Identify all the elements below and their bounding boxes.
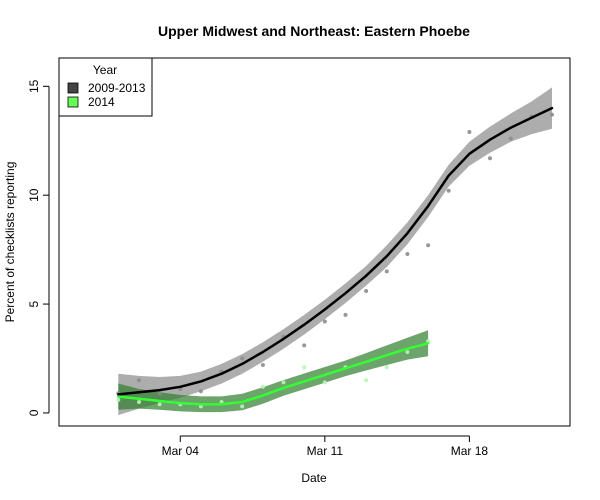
legend-label-2014: 2014 bbox=[88, 95, 115, 109]
data-point-2014 bbox=[302, 365, 307, 370]
data-point-2014 bbox=[364, 378, 369, 383]
plot-frame bbox=[58, 57, 571, 427]
data-point-2014 bbox=[426, 339, 431, 344]
y-tick-label: 5 bbox=[27, 300, 41, 307]
confidence-band-2009-2013 bbox=[118, 87, 553, 416]
y-tick-label: 10 bbox=[27, 188, 41, 202]
data-point-2014 bbox=[322, 380, 327, 385]
data-point-2009-2013 bbox=[157, 391, 162, 396]
data-point-2009-2013 bbox=[426, 243, 431, 248]
x-axis: Mar 04 Mar 11 Mar 18 bbox=[162, 435, 489, 458]
data-point-2014 bbox=[240, 404, 245, 409]
legend-swatch-2009-2013 bbox=[67, 82, 79, 94]
data-point-2009-2013 bbox=[364, 289, 369, 293]
data-point-2009-2013 bbox=[446, 188, 451, 193]
smooth-line-2009-2013 bbox=[117, 106, 554, 396]
data-point-2009-2013 bbox=[198, 389, 203, 394]
data-point-2014 bbox=[137, 400, 141, 404]
data-point-2009-2013 bbox=[508, 136, 513, 141]
data-point-2014 bbox=[116, 397, 121, 402]
data-point-2014 bbox=[405, 350, 410, 354]
confidence-bands bbox=[118, 87, 553, 416]
data-point-2014 bbox=[260, 384, 265, 389]
data-point-2009-2013 bbox=[240, 356, 245, 361]
x-tick-label: Mar 18 bbox=[451, 444, 489, 458]
x-tick-label: Mar 04 bbox=[162, 444, 200, 458]
smooth-line-2014 bbox=[117, 342, 430, 406]
confidence-band-2014 bbox=[118, 330, 429, 413]
legend-swatch-2014 bbox=[67, 96, 79, 108]
legend-title: Year bbox=[93, 63, 117, 77]
x-tick-label: Mar 11 bbox=[307, 444, 344, 458]
data-point-2009-2013 bbox=[384, 269, 389, 274]
data-point-2009-2013 bbox=[322, 319, 327, 324]
data-point-2009-2013 bbox=[137, 378, 141, 383]
y-axis-label: Percent of checklists reporting bbox=[3, 162, 17, 323]
y-tick-label: 0 bbox=[27, 409, 41, 416]
y-axis: 0 5 10 15 bbox=[27, 79, 50, 416]
data-point-2009-2013 bbox=[343, 312, 348, 317]
smooth-lines bbox=[117, 106, 554, 406]
data-point-2009-2013 bbox=[488, 156, 492, 161]
x-axis-label: Date bbox=[301, 471, 327, 485]
legend-label-2009-2013: 2009-2013 bbox=[88, 81, 146, 95]
data-point-2009-2013 bbox=[405, 252, 410, 256]
data-point-2014 bbox=[157, 402, 162, 407]
data-point-2009-2013 bbox=[467, 130, 472, 134]
data-point-2009-2013 bbox=[302, 343, 307, 348]
y-tick-label: 15 bbox=[27, 79, 41, 93]
data-point-2009-2013 bbox=[260, 363, 265, 367]
data-point-2014 bbox=[384, 365, 389, 370]
legend: Year 2009-2013 2014 bbox=[58, 57, 153, 117]
data-point-2014 bbox=[281, 380, 286, 385]
chart-title: Upper Midwest and Northeast: Eastern Pho… bbox=[158, 23, 470, 39]
data-point-2009-2013 bbox=[550, 112, 554, 117]
